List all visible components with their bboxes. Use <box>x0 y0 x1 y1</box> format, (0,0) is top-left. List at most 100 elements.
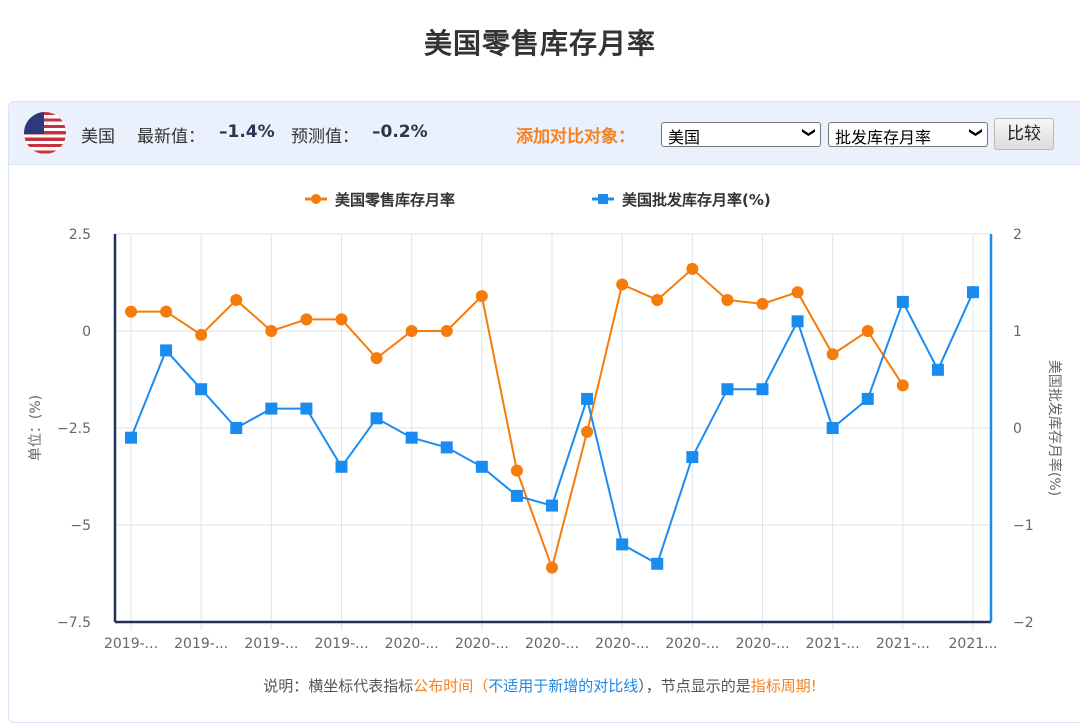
series-lines <box>125 262 979 574</box>
svg-text:美国零售库存月率: 美国零售库存月率 <box>335 191 455 209</box>
data-point[interactable] <box>440 441 453 454</box>
x-tick-label: 2021... <box>949 636 998 652</box>
chart-note: 说明：横坐标代表指标公布时间（不适用于新增的对比线），节点显示的是指标周期! <box>0 675 1080 696</box>
data-point[interactable] <box>125 305 137 318</box>
data-point[interactable] <box>370 412 383 425</box>
data-point[interactable] <box>581 392 594 405</box>
y-right-tick-label: 2 <box>1013 227 1022 243</box>
data-point[interactable] <box>265 402 278 415</box>
data-point[interactable] <box>616 278 629 291</box>
data-point[interactable] <box>335 313 348 326</box>
data-point[interactable] <box>440 325 453 337</box>
data-point[interactable] <box>125 431 137 444</box>
x-tick-label: 2020-... <box>385 636 439 652</box>
legend-item[interactable]: 美国批发库存月率(%) <box>592 191 771 209</box>
y-axis-title: 单位：(%) <box>28 395 44 461</box>
data-point[interactable] <box>300 313 313 326</box>
y-right-tick-label: 1 <box>1013 324 1022 340</box>
data-point[interactable] <box>756 383 769 396</box>
x-tick-label: 2021-... <box>806 636 860 652</box>
data-point[interactable] <box>826 422 839 434</box>
data-point[interactable] <box>510 464 523 477</box>
data-point[interactable] <box>546 561 558 574</box>
x-tick-label: 2020-... <box>665 636 719 652</box>
data-point[interactable] <box>931 363 944 376</box>
data-point[interactable] <box>160 344 173 357</box>
x-tick-label: 2020-... <box>525 636 579 652</box>
line-chart: 美国零售库存月率 美国批发库存月率(%) 2.50−2.5−5−7.5210−1−… <box>28 191 1063 652</box>
note-middle: ，节点显示的是 <box>645 677 751 695</box>
data-point[interactable] <box>967 286 979 299</box>
note-not-applicable: 不适用于新增的对比线 <box>488 677 639 695</box>
data-point[interactable] <box>160 305 173 318</box>
y-right-tick-label: 0 <box>1013 421 1022 437</box>
data-point[interactable] <box>616 538 629 551</box>
data-point[interactable] <box>510 489 523 502</box>
us-flag-icon <box>24 112 66 154</box>
data-point[interactable] <box>195 383 208 396</box>
data-point[interactable] <box>546 499 558 512</box>
data-point[interactable] <box>686 262 699 275</box>
data-point[interactable] <box>756 297 769 310</box>
x-tick-label: 2020-... <box>735 636 789 652</box>
svg-text:美国批发库存月率(%): 美国批发库存月率(%) <box>622 191 771 209</box>
note-prefix: 说明：横坐标代表指标 <box>263 677 414 695</box>
y-tick-label: −7.5 <box>57 615 91 631</box>
data-point[interactable] <box>300 402 313 415</box>
data-point[interactable] <box>721 383 734 396</box>
data-point[interactable] <box>405 325 418 337</box>
data-point[interactable] <box>230 422 243 434</box>
data-point[interactable] <box>721 293 734 306</box>
data-point[interactable] <box>896 379 909 392</box>
data-point[interactable] <box>861 325 874 337</box>
y-right-axis-title: 美国批发库存月率(%) <box>1046 360 1063 496</box>
compare-indicator-value: 批发库存月率 <box>835 128 932 147</box>
data-point[interactable] <box>791 315 804 328</box>
data-point[interactable] <box>581 425 594 438</box>
axis-labels: 2.5 0 −2.5 −5 −7.5 2 1 0 −1 −2 2019-... 2019-... 201… <box>28 227 1063 652</box>
x-tick-label: 2021-... <box>876 636 930 652</box>
note-paren: （ <box>473 677 489 695</box>
data-point[interactable] <box>370 352 383 365</box>
page-title: 美国零售库存月率 <box>423 27 656 60</box>
data-point[interactable] <box>405 431 418 444</box>
country-label: 美国 <box>81 127 115 147</box>
data-point[interactable] <box>896 295 909 308</box>
compare-indicator-select[interactable]: 批发库存月率 ❯ <box>828 122 988 147</box>
data-point[interactable] <box>651 557 664 570</box>
forecast-value-label: 预测值： <box>291 127 359 147</box>
legend-item[interactable]: 美国零售库存月率 <box>305 191 455 209</box>
data-point[interactable] <box>230 293 243 306</box>
y-right-tick-label: −1 <box>1013 518 1034 534</box>
y-tick-label: 0 <box>82 324 91 340</box>
compare-country-value: 美国 <box>668 128 701 147</box>
data-point[interactable] <box>651 293 664 306</box>
legend[interactable]: 美国零售库存月率 美国批发库存月率(%) <box>305 191 771 209</box>
data-point[interactable] <box>791 286 804 299</box>
y-tick-label: −5 <box>70 518 91 534</box>
data-point[interactable] <box>265 325 278 337</box>
data-point[interactable] <box>686 451 699 464</box>
x-tick-label: 2020-... <box>455 636 509 652</box>
data-point[interactable] <box>475 460 488 473</box>
x-tick-label: 2020-... <box>595 636 649 652</box>
x-tick-label: 2019-... <box>244 636 298 652</box>
compare-country-select[interactable]: 美国 ❯ <box>661 122 821 147</box>
data-point[interactable] <box>475 290 488 303</box>
chart-panel: 美国 最新值： –1.4% 预测值： –0.2% 添加对比对象： 美国 ❯ 批发… <box>8 101 1080 723</box>
data-point[interactable] <box>335 460 348 473</box>
add-compare-label: 添加对比对象： <box>516 127 635 147</box>
x-tick-label: 2019-... <box>104 636 158 652</box>
toolbar: 美国 最新值： –1.4% 预测值： –0.2% 添加对比对象： 美国 ❯ 批发… <box>9 102 1080 165</box>
latest-value: –1.4% <box>219 122 275 142</box>
data-point[interactable] <box>195 328 208 341</box>
forecast-value: –0.2% <box>372 122 428 142</box>
axes <box>113 234 993 624</box>
note-publish-time: 公布时间 <box>413 677 474 695</box>
note-suffix: ! <box>810 677 817 695</box>
compare-button[interactable]: 比较 <box>994 118 1054 150</box>
data-point[interactable] <box>861 392 874 405</box>
note-paren: ） <box>638 677 646 695</box>
data-point[interactable] <box>826 348 839 361</box>
x-tick-label: 2019-... <box>314 636 368 652</box>
